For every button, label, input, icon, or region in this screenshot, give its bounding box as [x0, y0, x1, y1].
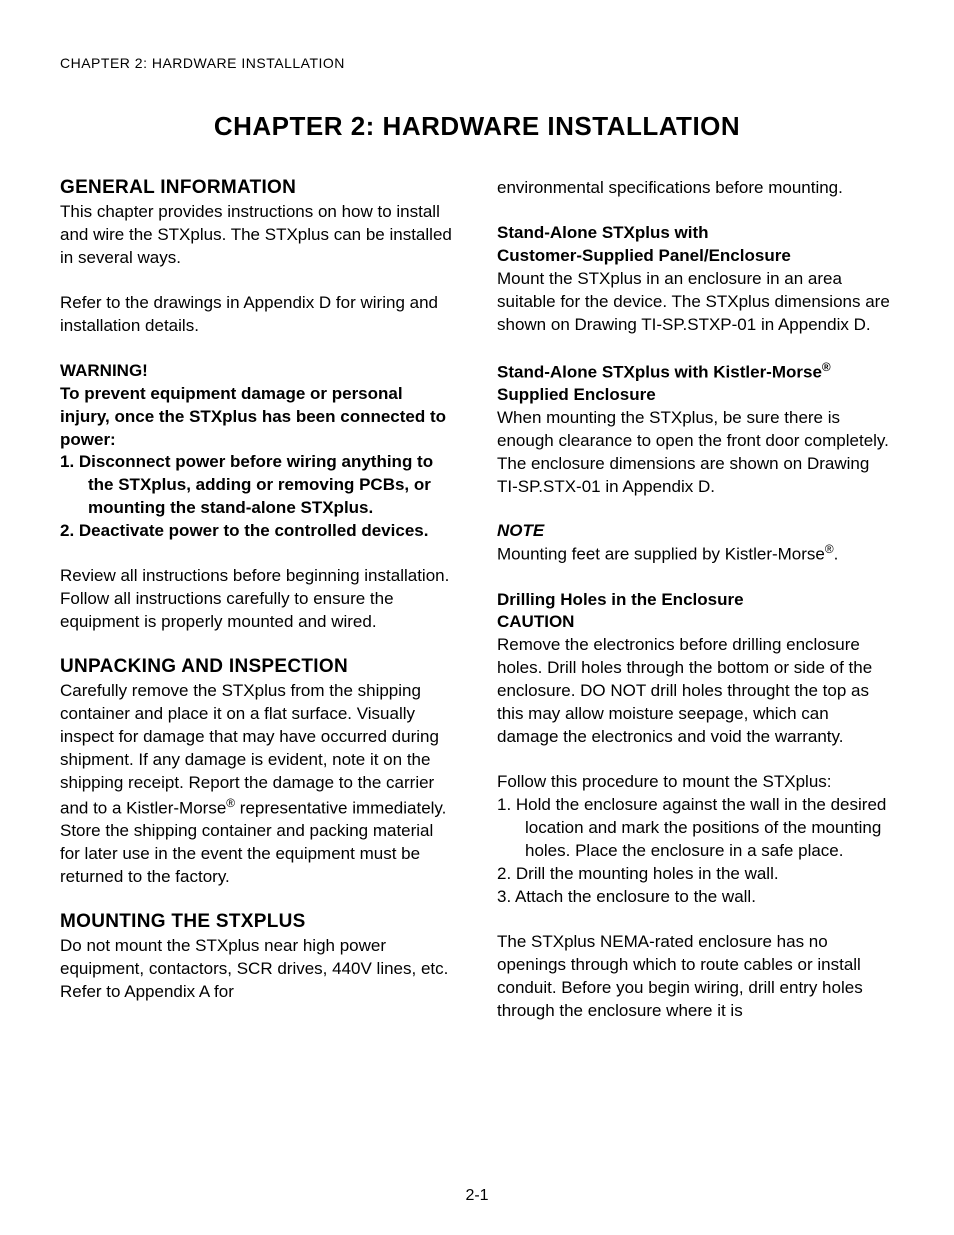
warning-block: WARNING! To prevent equipment damage or … [60, 360, 457, 544]
general-info-heading: GENERAL INFORMATION [60, 177, 457, 199]
drilling-para: Remove the electronics before drilling e… [497, 634, 894, 749]
two-column-layout: GENERAL INFORMATION This chapter provide… [60, 177, 894, 1022]
note-block: NOTE Mounting feet are supplied by Kistl… [497, 521, 894, 567]
chapter-title: CHAPTER 2: HARDWARE INSTALLATION [60, 111, 894, 142]
page-header: CHAPTER 2: HARDWARE INSTALLATION [60, 55, 894, 71]
standalone-panel-heading1: Stand-Alone STXplus with [497, 222, 894, 245]
procedure-item-1: 1. Hold the enclosure against the wall i… [497, 794, 894, 863]
warning-item-2: 2. Deactivate power to the controlled de… [60, 520, 457, 543]
warning-list: 1. Disconnect power before wiring anythi… [60, 451, 457, 543]
note-para: Mounting feet are supplied by Kistler-Mo… [497, 541, 894, 567]
mounting-heading: MOUNTING THE STXPLUS [60, 911, 457, 933]
standalone-km-heading: Stand-Alone STXplus with Kistler-Morse® … [497, 359, 894, 408]
right-column: environmental specifications before moun… [497, 177, 894, 1022]
warning-item-1: 1. Disconnect power before wiring anythi… [60, 451, 457, 520]
page-number: 2-1 [465, 1187, 488, 1205]
procedure-list: 1. Hold the enclosure against the wall i… [497, 794, 894, 909]
drilling-heading1: Drilling Holes in the Enclosure [497, 589, 894, 612]
standalone-panel-heading2: Customer-Supplied Panel/Enclosure [497, 245, 894, 268]
drilling-block: Drilling Holes in the Enclosure CAUTION … [497, 589, 894, 750]
general-info-para1: This chapter provides instructions on ho… [60, 201, 457, 270]
review-para: Review all instructions before beginning… [60, 565, 457, 634]
warning-intro: To prevent equipment damage or personal … [60, 383, 457, 452]
mounting-para: Do not mount the STXplus near high power… [60, 935, 457, 1004]
env-para: environmental specifications before moun… [497, 177, 894, 200]
note-title: NOTE [497, 521, 894, 541]
unpacking-heading: UNPACKING AND INSPECTION [60, 656, 457, 678]
general-info-para2: Refer to the drawings in Appendix D for … [60, 292, 457, 338]
nema-para: The STXplus NEMA-rated enclosure has no … [497, 931, 894, 1023]
procedure-item-2: 2. Drill the mounting holes in the wall. [497, 863, 894, 886]
standalone-km-block: Stand-Alone STXplus with Kistler-Morse® … [497, 359, 894, 499]
standalone-panel-block: Stand-Alone STXplus with Customer-Suppli… [497, 222, 894, 337]
unpacking-para: Carefully remove the STXplus from the sh… [60, 680, 457, 889]
drilling-heading2: CAUTION [497, 611, 894, 634]
left-column: GENERAL INFORMATION This chapter provide… [60, 177, 457, 1022]
standalone-km-para: When mounting the STXplus, be sure there… [497, 407, 894, 499]
standalone-panel-para: Mount the STXplus in an enclosure in an … [497, 268, 894, 337]
warning-title: WARNING! [60, 360, 457, 383]
procedure-block: Follow this procedure to mount the STXpl… [497, 771, 894, 909]
procedure-intro: Follow this procedure to mount the STXpl… [497, 771, 894, 794]
procedure-item-3: 3. Attach the enclosure to the wall. [497, 886, 894, 909]
